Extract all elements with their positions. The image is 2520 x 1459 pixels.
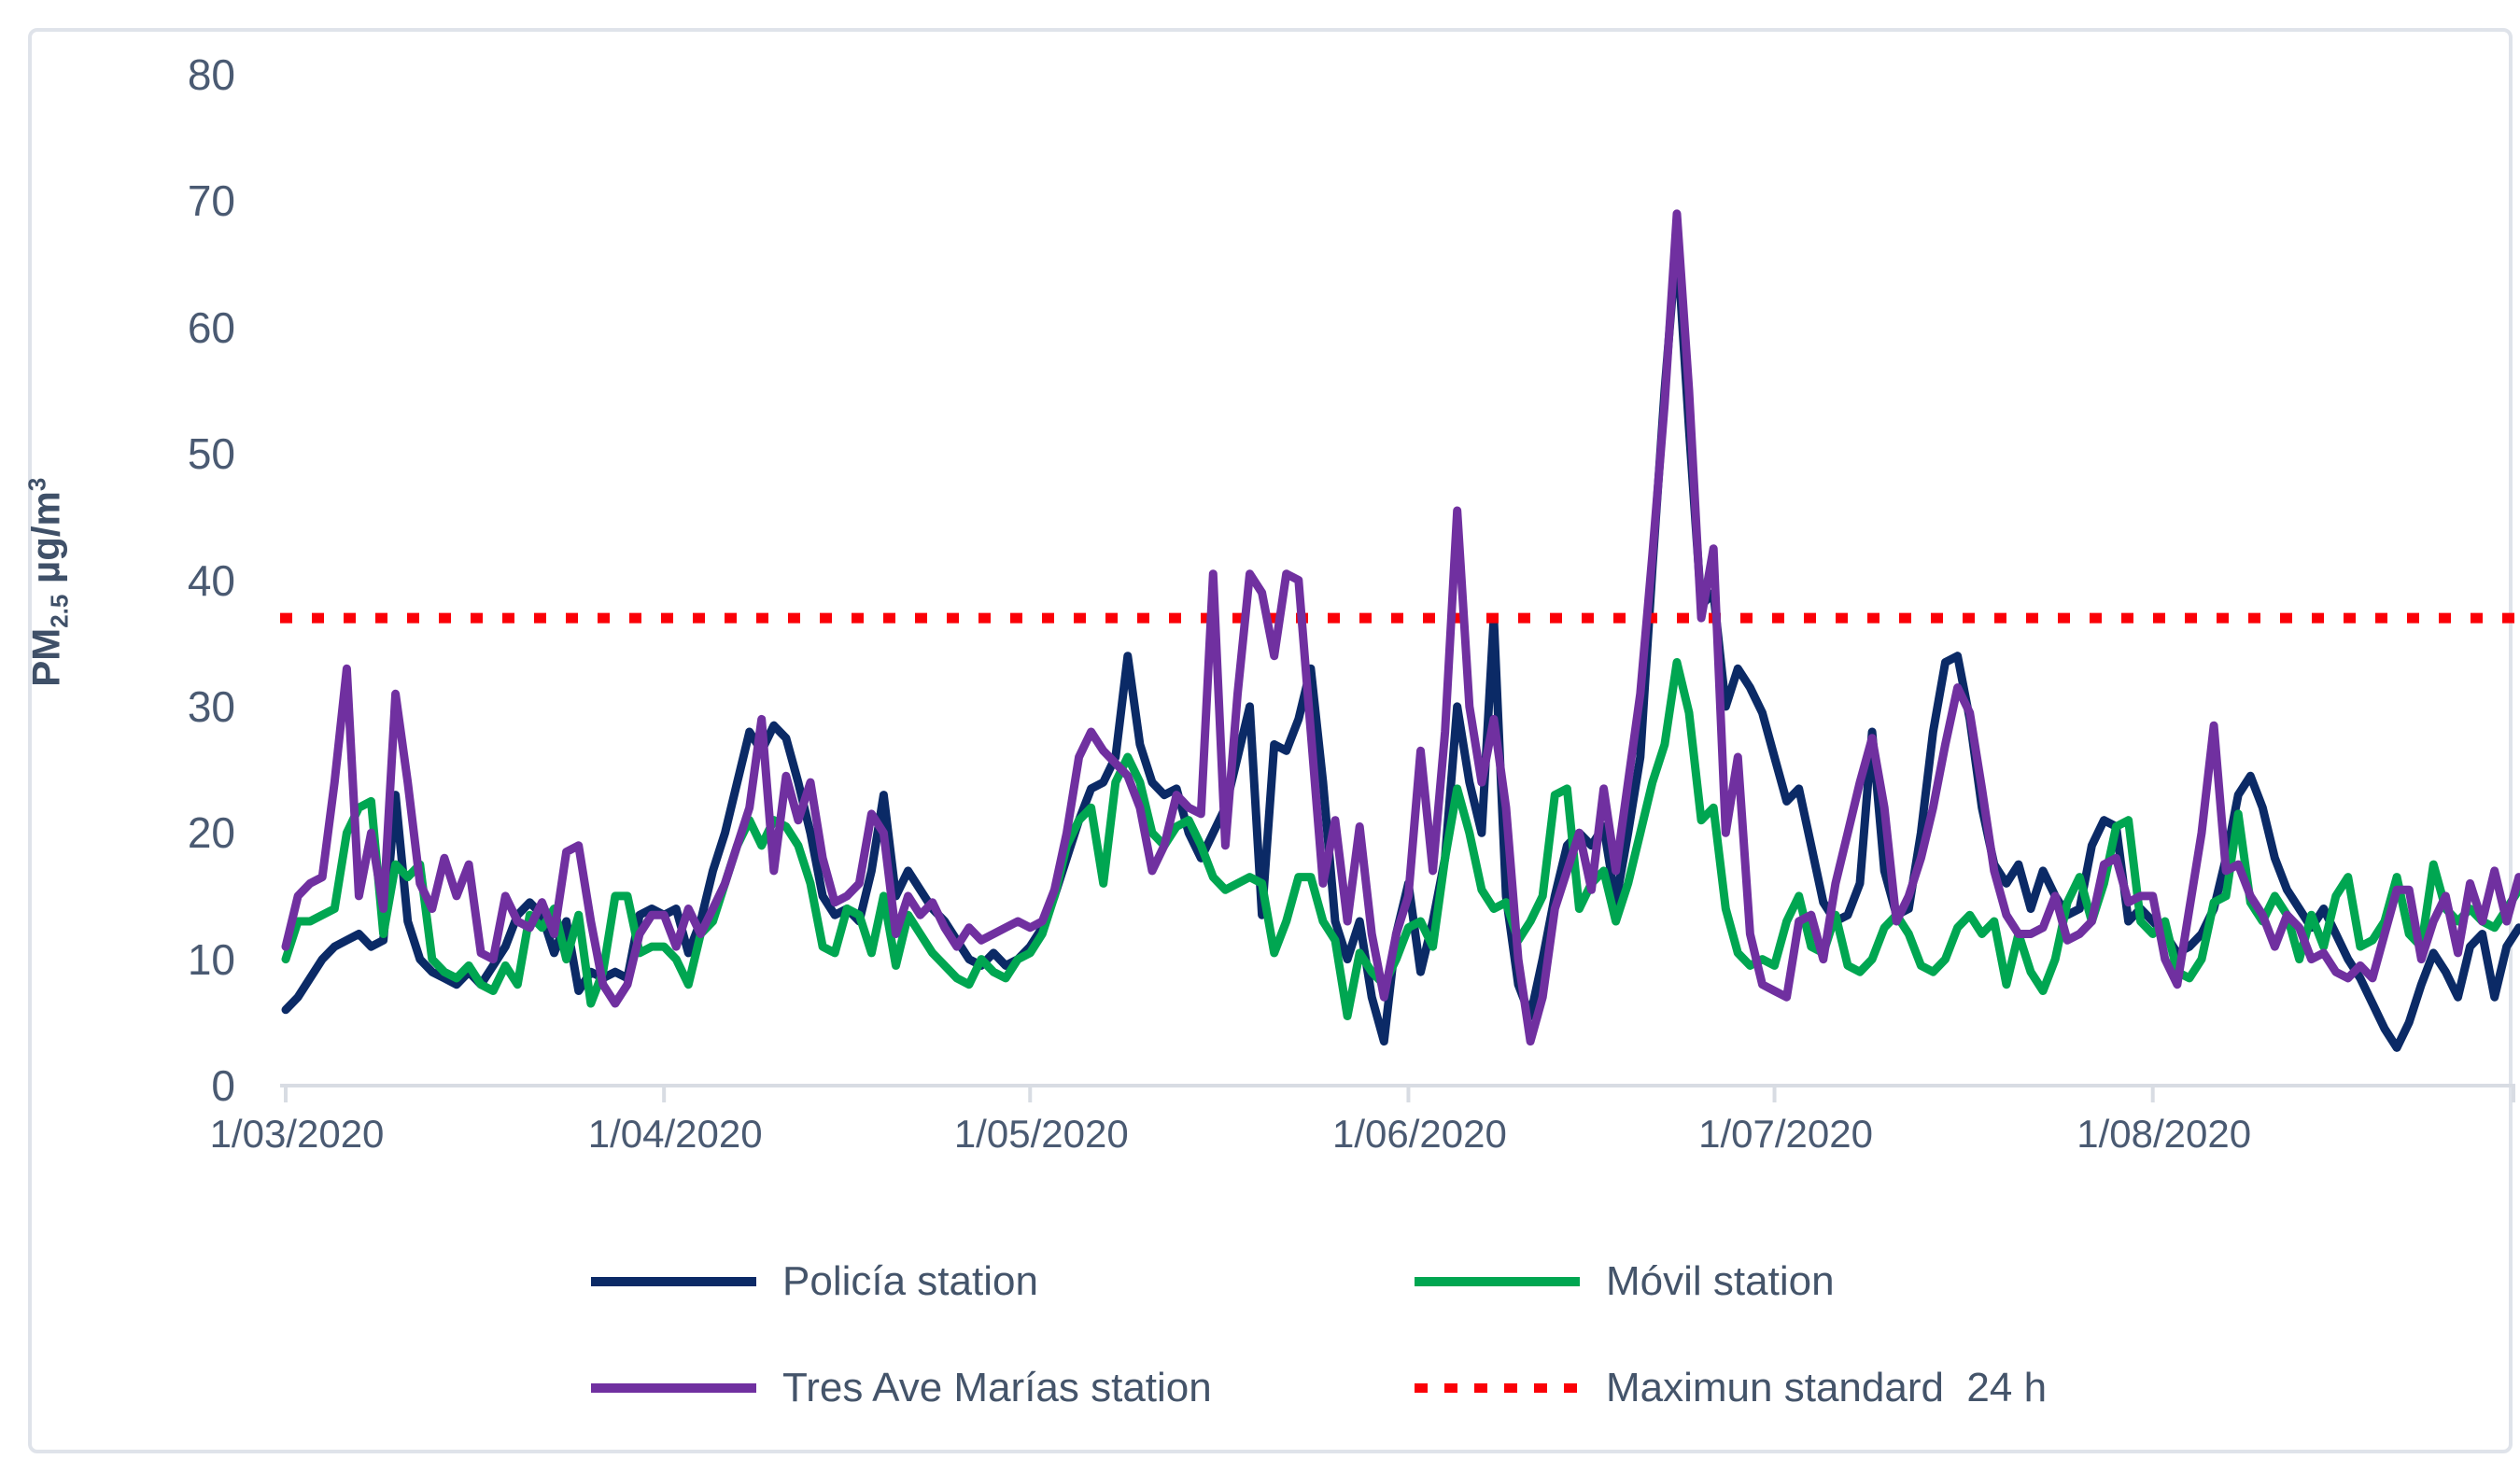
y-tick-label: 80 [187,50,235,99]
threshold-dotted-swatch [1415,1383,1580,1393]
y-tick-label: 60 [187,302,235,352]
x-tick-label: 1/03/2020 [209,1112,385,1156]
legend-item-policia-station: Policía station [591,1258,1038,1305]
movil-line-swatch [1415,1277,1580,1286]
series-line [281,658,2520,1020]
legend-label: Maximun standard 24 h [1606,1365,2048,1410]
legend-item-tres-ave-marias-station: Tres Ave Marías station [591,1365,1212,1411]
x-tick-label: 1/07/2020 [1698,1112,1873,1156]
chart-border-frame [28,28,2513,1453]
y-axis-title: PM2.5 µg/m3 [22,477,74,687]
y-tick-label: 20 [187,808,235,858]
y-tick-label: 50 [187,429,235,479]
x-tick-label: 1/04/2020 [587,1112,763,1156]
legend-label: Tres Ave Marías station [782,1365,1212,1410]
x-tick-label: 1/05/2020 [953,1112,1129,1156]
y-tick-label: 40 [187,555,235,605]
policia-line-swatch [591,1277,756,1286]
legend-item-movil-station: Móvil station [1415,1258,1835,1305]
legend-label: Móvil station [1606,1258,1835,1304]
y-tick-label: 70 [187,176,235,226]
y-tick-label: 0 [211,1061,235,1110]
y-tick-label: 10 [187,934,235,984]
legend-label: Policía station [782,1258,1038,1304]
x-tick-label: 1/08/2020 [2077,1112,2252,1156]
series-line [281,209,2520,1046]
tres-ave-marias-line-swatch [591,1383,756,1393]
x-tick-label: 1/06/2020 [1332,1112,1507,1156]
legend-item-maximum-standard: Maximun standard 24 h [1415,1365,2047,1411]
y-tick-label: 30 [187,681,235,731]
